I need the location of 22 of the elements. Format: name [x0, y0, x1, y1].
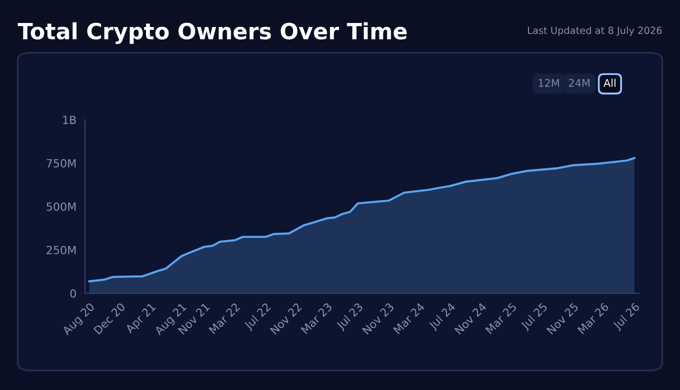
x-tick-label: Mar 26	[577, 302, 610, 334]
x-tick-label: Mar 23	[300, 302, 332, 334]
y-tick-label: 250M	[46, 246, 76, 254]
x-tick-label: Nov 24	[454, 302, 487, 335]
x-tick-label: Jul 26	[612, 302, 642, 332]
y-tick-label: 1B	[63, 116, 76, 124]
y-tick-label: 750M	[46, 159, 76, 168]
y-tick-label: 500M	[46, 202, 76, 211]
text: All	[604, 78, 616, 87]
chart-title: Total Crypto Owners Over Time	[18, 22, 407, 44]
x-tick-label: Nov 25	[546, 302, 579, 335]
x-tick-label: Dec 20	[93, 302, 126, 335]
x-tick-label: Nov 22	[270, 302, 302, 335]
text: 24M	[569, 78, 590, 87]
text: 12M	[538, 78, 559, 87]
x-tick-label: Mar 25	[485, 302, 517, 334]
y-tick-label: 0	[70, 289, 76, 298]
chart-subtitle: Last Updated at 8 July 2026	[528, 26, 662, 36]
x-tick-label: Nov 23	[362, 302, 394, 335]
x-tick-label: Apr 21	[124, 302, 158, 336]
x-tick-label: Mar 24	[392, 302, 426, 334]
x-tick-label: Mar 22	[208, 302, 240, 334]
